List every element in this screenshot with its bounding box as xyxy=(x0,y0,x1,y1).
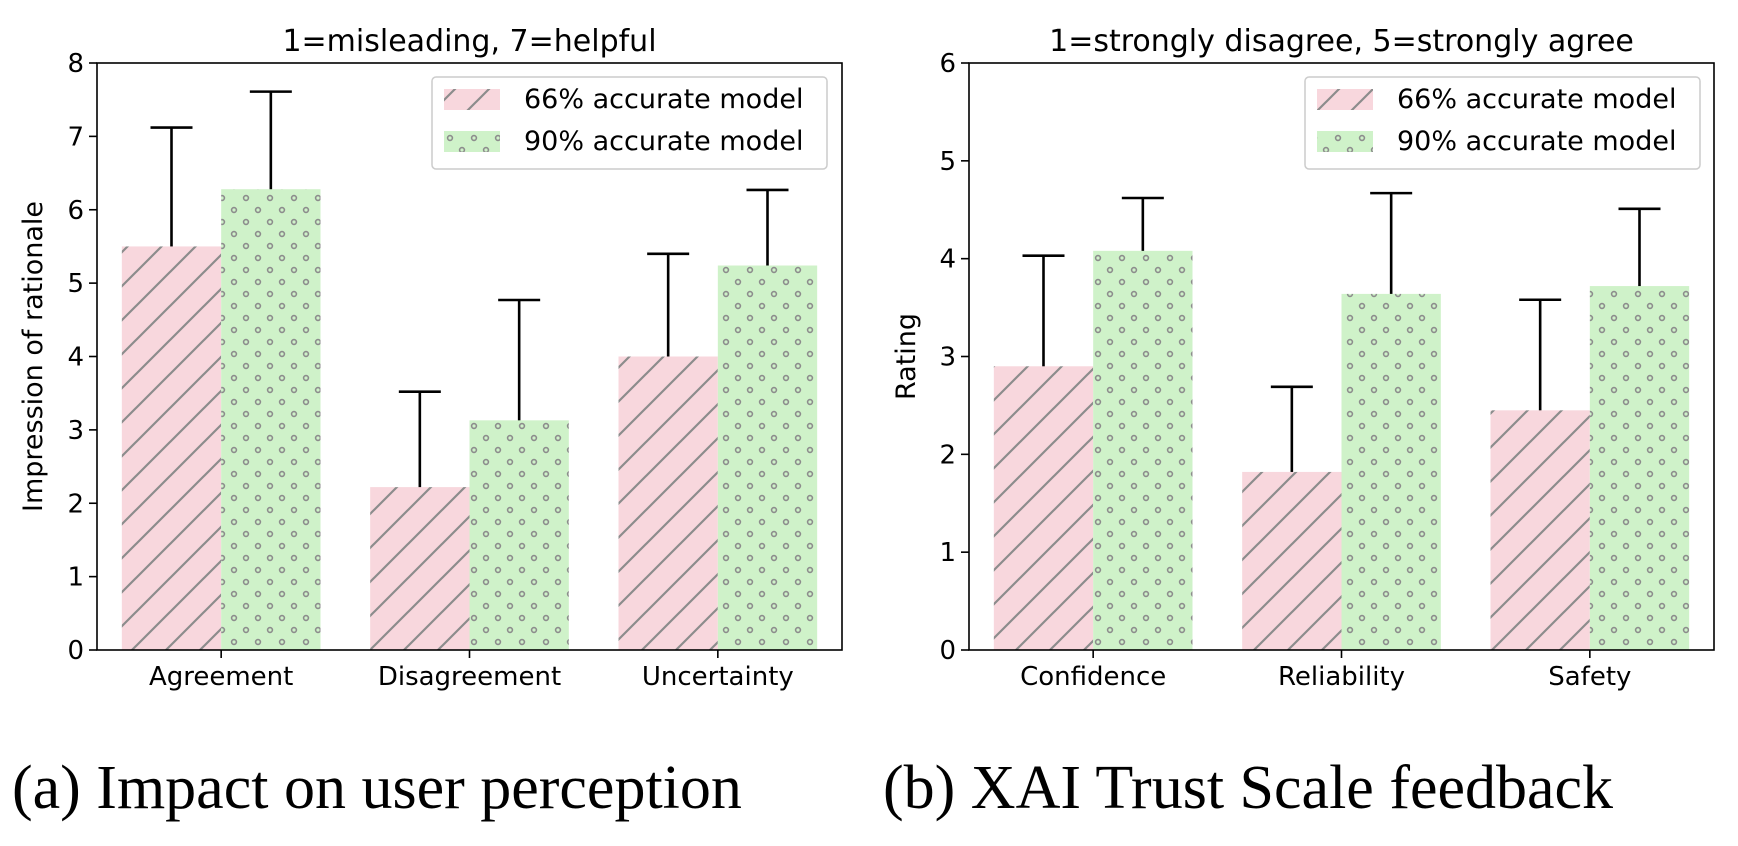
y-tick-label: 6 xyxy=(67,196,84,226)
y-tick-label: 5 xyxy=(67,269,84,299)
y-tick-label: 4 xyxy=(67,343,84,373)
chart-title: 1=misleading, 7=helpful xyxy=(282,24,656,59)
y-axis-label: Rating xyxy=(891,313,922,400)
y-tick-label: 3 xyxy=(939,343,956,373)
x-tick-label-reliability: Reliability xyxy=(1278,662,1405,692)
y-axis-label: Impression of rationale xyxy=(18,201,49,512)
legend-label-66-accurate-model: 66% accurate model xyxy=(1397,84,1676,115)
bar-confidence-90-accurate-model xyxy=(1093,250,1193,650)
legend-box xyxy=(1304,76,1701,170)
chart-impression: 0 1 2 3 4 5 6 7 8 Agreement Disagreement Uncertaint… xyxy=(18,24,843,692)
y-tick-label: 3 xyxy=(67,416,84,446)
bar-disagreement-66-accurate-model xyxy=(370,487,470,650)
y-tick-label: 0 xyxy=(67,636,84,666)
caption-b: (b) XAI Trust Scale feedback xyxy=(883,754,1613,822)
bar-reliability-90-accurate-model xyxy=(1341,293,1441,650)
bar-safety-90-accurate-model xyxy=(1589,286,1690,650)
y-tick-label: 1 xyxy=(67,563,84,593)
legend-swatch-66-accurate-model xyxy=(444,89,500,110)
x-tick-label-confidence: Confidence xyxy=(1020,662,1166,692)
x-tick-label-disagreement: Disagreement xyxy=(378,662,561,692)
y-tick-label: 6 xyxy=(939,49,956,79)
legend-swatch-90-accurate-model xyxy=(444,131,500,152)
legend: 66% accurate model 90% accurate model xyxy=(1304,76,1701,170)
y-tick-label: 5 xyxy=(939,147,956,177)
x-tick-label-safety: Safety xyxy=(1548,662,1631,692)
legend: 66% accurate model 90% accurate model xyxy=(431,76,828,170)
x-tick-label-agreement: Agreement xyxy=(149,662,293,692)
legend-label-66-accurate-model: 66% accurate model xyxy=(524,84,803,115)
legend-box xyxy=(431,76,828,170)
y-tick-label: 2 xyxy=(939,440,956,470)
bar-uncertainty-66-accurate-model xyxy=(618,356,718,650)
legend-swatch-90-accurate-model xyxy=(1317,131,1373,152)
bar-agreement-66-accurate-model xyxy=(121,246,222,650)
y-tick-label: 4 xyxy=(939,245,956,275)
y-tick-label: 8 xyxy=(67,49,84,79)
y-tick-label: 7 xyxy=(67,122,84,152)
caption-a: (a) Impact on user perception xyxy=(12,754,742,822)
bar-safety-66-accurate-model xyxy=(1490,410,1590,650)
bar-agreement-90-accurate-model xyxy=(221,189,321,650)
chart-trust-scale: 0 1 2 3 4 5 6 Confidence Reliability Safety 1=stro… xyxy=(891,24,1715,692)
bar-confidence-66-accurate-model xyxy=(993,366,1094,650)
chart-title: 1=strongly disagree, 5=strongly agree xyxy=(1049,24,1634,59)
legend-swatch-66-accurate-model xyxy=(1317,89,1373,110)
y-tick-label: 1 xyxy=(939,538,956,568)
bar-disagreement-90-accurate-model xyxy=(469,420,569,650)
bar-uncertainty-90-accurate-model xyxy=(717,265,818,650)
bar-reliability-66-accurate-model xyxy=(1242,471,1342,650)
y-tick-label: 0 xyxy=(939,636,956,666)
y-tick-label: 2 xyxy=(67,489,84,519)
legend-label-90-accurate-model: 90% accurate model xyxy=(1397,126,1676,157)
legend-label-90-accurate-model: 90% accurate model xyxy=(524,126,803,157)
x-tick-label-uncertainty: Uncertainty xyxy=(642,662,794,692)
